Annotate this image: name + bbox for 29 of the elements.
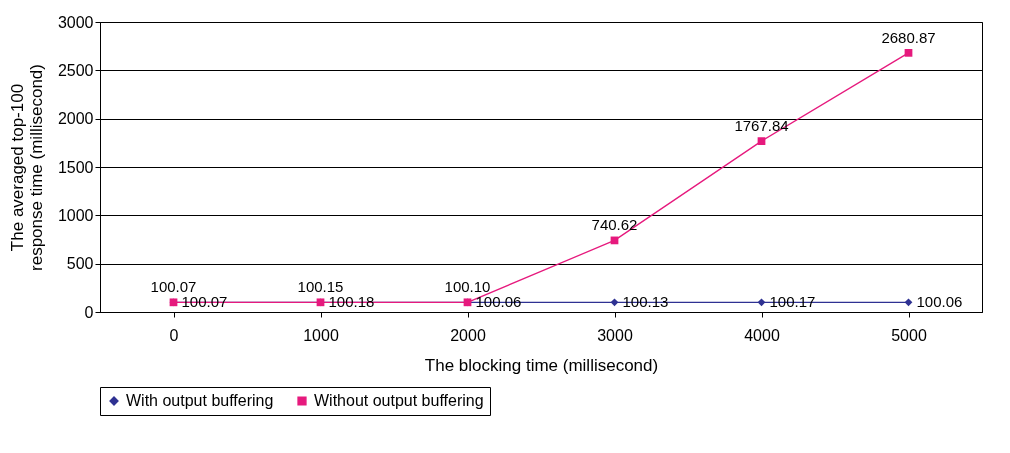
legend-label: Without output buffering bbox=[314, 392, 484, 409]
x-tick-label: 4000 bbox=[744, 326, 780, 344]
y-axis-title: The averaged top-100 response time (millisecond) bbox=[7, 64, 46, 271]
point bbox=[904, 48, 913, 57]
x-axis-title: The blocking time (millisecond) bbox=[424, 355, 659, 375]
point bbox=[757, 298, 766, 307]
x-tick-label: 0 bbox=[169, 326, 179, 344]
point bbox=[610, 298, 619, 307]
x-tick-label: 2000 bbox=[450, 326, 486, 344]
data-label: 1767.84 bbox=[734, 117, 789, 135]
x-tick-label: 3000 bbox=[597, 326, 633, 344]
x-tick-label: 1000 bbox=[303, 326, 339, 344]
legend-label: With output buffering bbox=[126, 392, 274, 409]
y-tick-label: 2000 bbox=[57, 110, 94, 128]
point bbox=[757, 137, 766, 145]
x-tick-label: 5000 bbox=[891, 326, 927, 344]
y-tick-label: 1000 bbox=[57, 206, 94, 224]
y-tick-label: 0 bbox=[84, 303, 94, 321]
data-label: 100.15 bbox=[297, 278, 344, 296]
data-label: 2680.87 bbox=[881, 28, 936, 46]
data-label: 740.62 bbox=[591, 216, 638, 234]
data-label: 100.10 bbox=[444, 278, 491, 296]
data-label: 100.06 bbox=[916, 293, 963, 311]
y-tick-label: 500 bbox=[66, 255, 94, 273]
point bbox=[904, 298, 913, 307]
y-tick-label: 2500 bbox=[57, 61, 94, 79]
y-tick-label: 1500 bbox=[57, 158, 94, 176]
data-label: 100.07 bbox=[150, 278, 197, 296]
y-tick-label: 3000 bbox=[57, 13, 94, 31]
